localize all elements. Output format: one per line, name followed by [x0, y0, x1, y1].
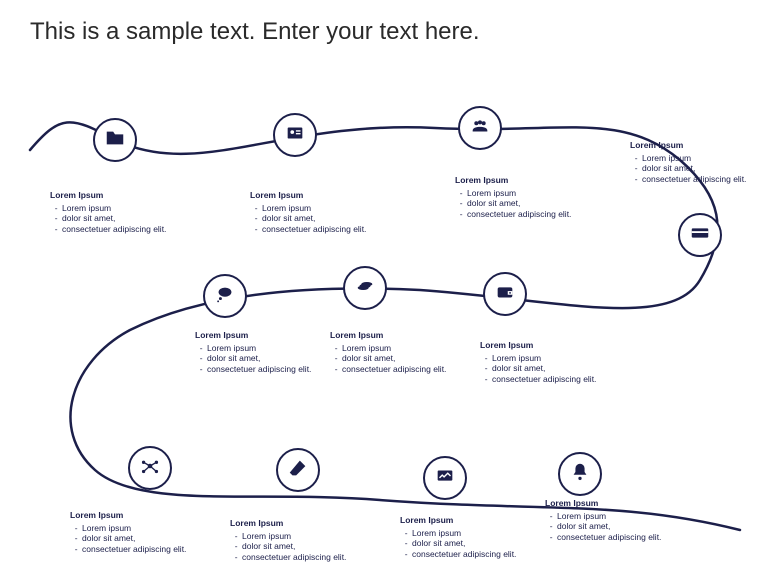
callout-list: Lorem ipsum dolor sit amet, consectetuer…: [230, 531, 350, 563]
callout-heading: Lorem Ipsum: [630, 140, 750, 151]
callout-n3: Lorem Ipsum Lorem ipsum dolor sit amet, …: [455, 175, 575, 220]
callout-n11: Lorem Ipsum Lorem ipsum dolor sit amet, …: [545, 498, 665, 543]
wallet-icon: [494, 281, 516, 308]
node-screen: [423, 456, 467, 500]
node-id-card: [273, 113, 317, 157]
callout-list: Lorem ipsum dolor sit amet, consectetuer…: [50, 203, 170, 235]
screen-icon: [434, 465, 456, 492]
callout-n9: Lorem Ipsum Lorem ipsum dolor sit amet, …: [230, 518, 350, 563]
node-eraser: [276, 448, 320, 492]
node-card: [678, 213, 722, 257]
roadmap-stage: This is a sample text. Enter your text h…: [0, 0, 768, 576]
callout-heading: Lorem Ipsum: [50, 190, 170, 201]
callout-list: Lorem ipsum dolor sit amet, consectetuer…: [70, 523, 190, 555]
coins-icon: [354, 275, 376, 302]
bell-icon: [569, 461, 591, 488]
callout-n6: Lorem Ipsum Lorem ipsum dolor sit amet, …: [330, 330, 450, 375]
callout-heading: Lorem Ipsum: [195, 330, 315, 341]
callout-list: Lorem ipsum dolor sit amet, consectetuer…: [250, 203, 370, 235]
node-folder: [93, 118, 137, 162]
callout-list: Lorem ipsum dolor sit amet, consectetuer…: [400, 528, 520, 560]
callout-heading: Lorem Ipsum: [250, 190, 370, 201]
callout-n4: Lorem Ipsum Lorem ipsum dolor sit amet, …: [630, 140, 750, 185]
callout-list: Lorem ipsum dolor sit amet, consectetuer…: [630, 153, 750, 185]
network-icon: [139, 455, 161, 482]
thought-icon: [214, 283, 236, 310]
callout-n1: Lorem Ipsum Lorem ipsum dolor sit amet, …: [50, 190, 170, 235]
callout-heading: Lorem Ipsum: [330, 330, 450, 341]
eraser-icon: [287, 457, 309, 484]
node-wallet: [483, 272, 527, 316]
callout-heading: Lorem Ipsum: [400, 515, 520, 526]
card-icon: [689, 222, 711, 249]
callout-heading: Lorem Ipsum: [480, 340, 600, 351]
callout-n2: Lorem Ipsum Lorem ipsum dolor sit amet, …: [250, 190, 370, 235]
node-thought: [203, 274, 247, 318]
callout-list: Lorem ipsum dolor sit amet, consectetuer…: [480, 353, 600, 385]
callout-list: Lorem ipsum dolor sit amet, consectetuer…: [545, 511, 665, 543]
callout-n8: Lorem Ipsum Lorem ipsum dolor sit amet, …: [70, 510, 190, 555]
callout-list: Lorem ipsum dolor sit amet, consectetuer…: [195, 343, 315, 375]
folder-icon: [104, 127, 126, 154]
callout-heading: Lorem Ipsum: [545, 498, 665, 509]
id-card-icon: [284, 122, 306, 149]
group-icon: [469, 115, 491, 142]
callout-n10: Lorem Ipsum Lorem ipsum dolor sit amet, …: [400, 515, 520, 560]
node-bell: [558, 452, 602, 496]
callout-heading: Lorem Ipsum: [455, 175, 575, 186]
callout-heading: Lorem Ipsum: [230, 518, 350, 529]
node-network: [128, 446, 172, 490]
callout-list: Lorem ipsum dolor sit amet, consectetuer…: [455, 188, 575, 220]
callout-list: Lorem ipsum dolor sit amet, consectetuer…: [330, 343, 450, 375]
node-group: [458, 106, 502, 150]
callout-heading: Lorem Ipsum: [70, 510, 190, 521]
callout-n5: Lorem Ipsum Lorem ipsum dolor sit amet, …: [195, 330, 315, 375]
callout-n7: Lorem Ipsum Lorem ipsum dolor sit amet, …: [480, 340, 600, 385]
node-coins: [343, 266, 387, 310]
